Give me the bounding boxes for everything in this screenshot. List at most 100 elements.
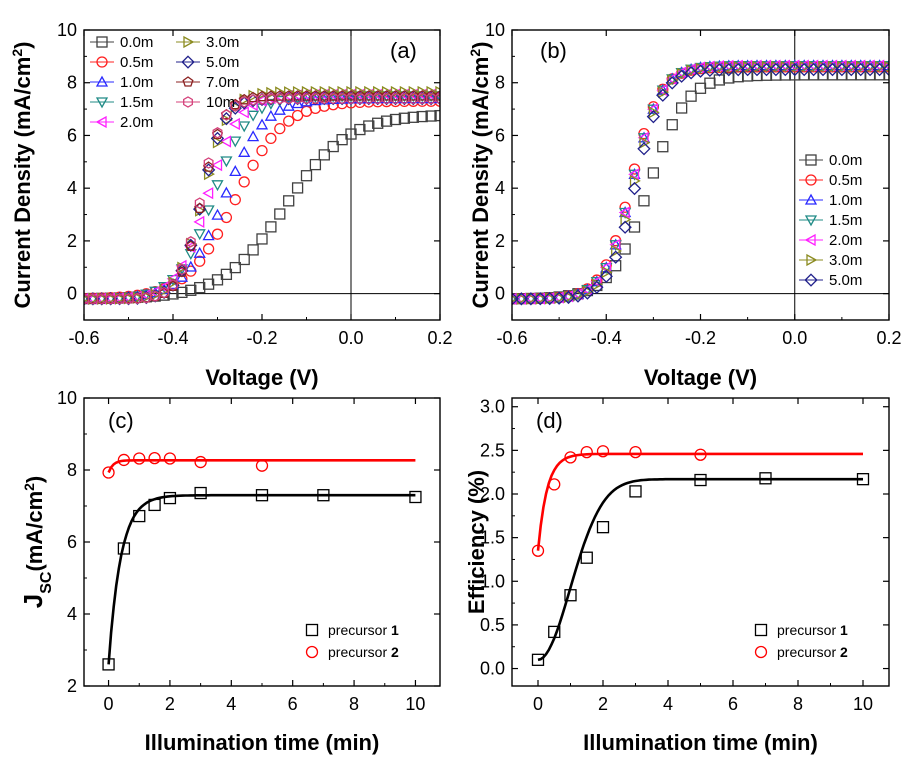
- x-tick-label: -0.4: [591, 328, 622, 348]
- y-axis-label-text: ): [22, 476, 47, 483]
- data-point: [611, 244, 623, 258]
- data-point: [193, 246, 206, 258]
- data-point: [363, 120, 375, 132]
- data-point: [599, 269, 613, 284]
- data-point: [291, 109, 304, 122]
- data-point: [300, 170, 313, 182]
- data-point: [256, 233, 268, 245]
- x-tick-label: 8: [349, 694, 359, 714]
- data-point: [168, 279, 178, 291]
- data-point: [327, 140, 339, 153]
- legend-entry: 2.0m: [120, 114, 153, 131]
- y-axis-label-text: Efficiency (%): [464, 470, 489, 614]
- legend-entry: 5.0m: [206, 54, 239, 71]
- data-point: [284, 86, 296, 99]
- y-tick-label: 2: [495, 231, 505, 251]
- data-point: [590, 275, 602, 288]
- data-point: [580, 551, 593, 564]
- data-point: [246, 130, 260, 142]
- legend-entry-number: 2: [391, 644, 399, 660]
- legend-marker: [754, 645, 768, 659]
- chart-panel-d: 0 2 4 6 8 10 0.0 0.5 1.0 1.5 2.0 2.5 3.0 Illumination…: [464, 397, 890, 755]
- data-point: [531, 544, 545, 557]
- chart-panel-b: -0.6 -0.4 -0.2 0.0 0.2 0 2 4 6 8 10 Voltage (V) Curr…: [467, 20, 902, 390]
- data-point: [524, 292, 538, 306]
- data-point: [693, 64, 708, 78]
- data-point: [666, 119, 678, 131]
- data-point: [835, 62, 849, 77]
- legend-entry: 0.5m: [829, 172, 862, 189]
- data-point: [694, 82, 707, 94]
- data-point: [433, 92, 440, 104]
- data-point: [194, 255, 206, 267]
- legend-marker: [183, 35, 195, 49]
- data-point: [229, 194, 241, 206]
- data-point: [854, 62, 868, 77]
- data-point: [192, 202, 207, 216]
- legend-marker: [804, 233, 816, 247]
- data-point: [317, 489, 330, 502]
- data-point: [407, 111, 419, 123]
- data-point: [117, 542, 131, 555]
- fit-curve: [107, 493, 416, 665]
- data-point: [872, 62, 887, 77]
- data-point: [157, 282, 171, 294]
- data-point: [220, 135, 232, 148]
- data-point: [685, 90, 697, 102]
- series-10m: [84, 92, 440, 305]
- x-tick-label: 4: [663, 694, 673, 714]
- data-point: [398, 112, 411, 124]
- series-5.0m: [512, 62, 889, 306]
- data-point: [769, 62, 783, 77]
- legend-marker: [95, 115, 107, 129]
- x-tick-label: -0.6: [68, 328, 99, 348]
- y-tick-label: 4: [495, 178, 505, 198]
- data-point: [309, 158, 322, 171]
- data-point: [238, 145, 251, 157]
- x-axis-label: Voltage (V): [644, 365, 757, 390]
- y-tick-label: 0: [67, 284, 77, 304]
- data-point: [117, 453, 131, 467]
- legend-marker: [804, 193, 818, 205]
- y-tick-label: 4: [67, 604, 77, 624]
- data-point: [656, 84, 668, 97]
- x-tick-label: -0.6: [496, 328, 527, 348]
- data-point: [247, 244, 259, 256]
- data-point: [590, 280, 604, 295]
- data-point: [512, 292, 519, 306]
- legend-entry: 1.5m: [829, 212, 862, 229]
- legend-entry: 1.0m: [829, 192, 862, 209]
- plot-frame: [83, 397, 441, 687]
- data-point: [133, 452, 146, 465]
- data-point: [435, 92, 440, 105]
- data-point: [564, 451, 577, 464]
- y-axis-label: Current Density (mA/cm2): [467, 42, 493, 309]
- data-point: [354, 123, 366, 136]
- data-point: [816, 62, 830, 77]
- data-point: [694, 448, 707, 461]
- y-tick-label: 2.0: [480, 484, 505, 504]
- x-axis-label: Voltage (V): [205, 365, 318, 390]
- data-point: [628, 169, 641, 181]
- data-point: [246, 98, 258, 112]
- data-point: [283, 195, 295, 207]
- legend-entry: 1.0m: [120, 74, 153, 91]
- data-point: [601, 265, 613, 279]
- data-point: [883, 69, 889, 81]
- data-point: [318, 149, 330, 161]
- legend-marker: [95, 75, 109, 87]
- legend-entry: precursor 2: [328, 644, 399, 660]
- plot-frame: [83, 29, 441, 321]
- data-point: [882, 62, 889, 77]
- y-tick-label: 2.5: [480, 440, 505, 460]
- legend-entry: 0.5m: [120, 54, 153, 71]
- legend-marker: [805, 174, 817, 186]
- legend-entry: 0.0m: [829, 152, 862, 169]
- data-point: [274, 122, 286, 135]
- legend-entry-number: 2: [840, 644, 848, 660]
- data-point: [434, 90, 440, 101]
- data-point: [194, 455, 207, 469]
- data-point: [512, 294, 519, 306]
- x-tick-label: -0.4: [157, 328, 188, 348]
- y-axis-label-superscript: 2: [9, 49, 25, 57]
